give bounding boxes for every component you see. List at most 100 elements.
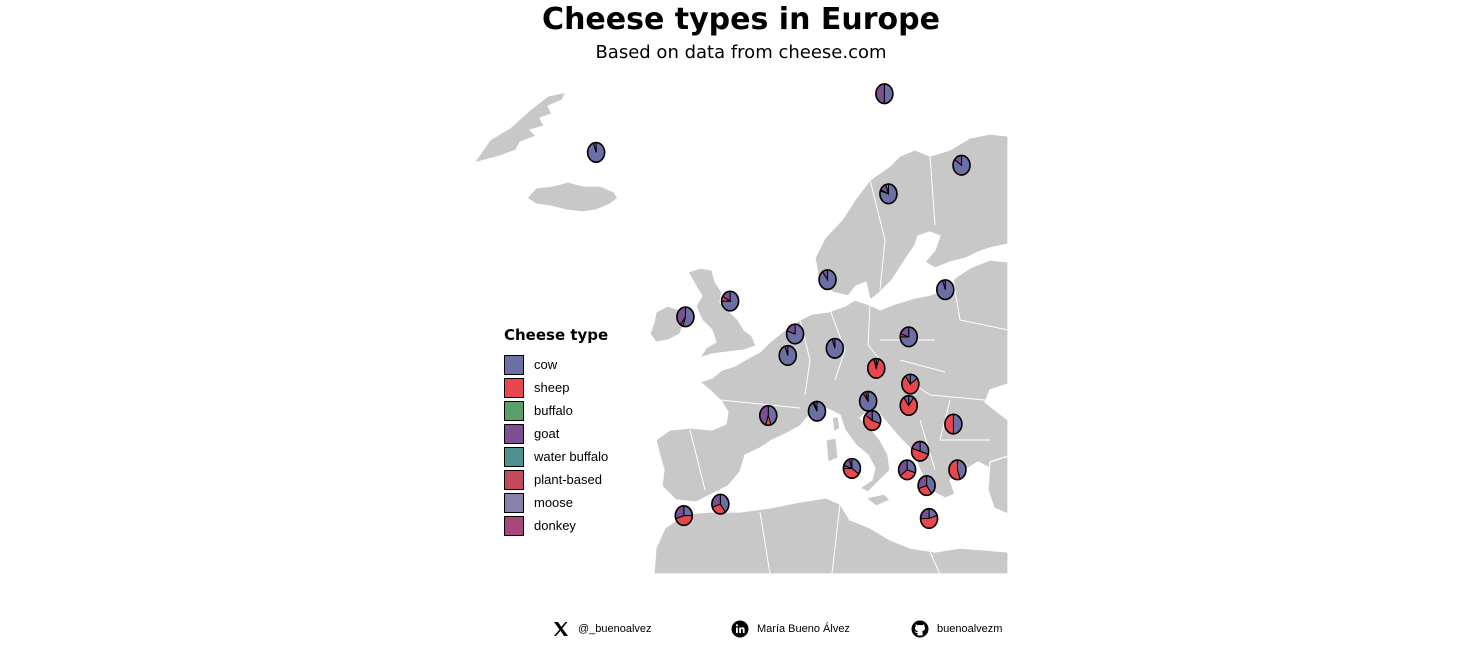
pie-netherlands <box>785 323 805 345</box>
legend-swatch <box>504 423 524 444</box>
pie-outline <box>711 493 730 515</box>
legend-swatch <box>504 446 524 467</box>
legend-label: cow <box>534 357 558 372</box>
land-corsica <box>831 415 841 433</box>
pie-outline <box>785 323 805 345</box>
pie-outline <box>807 400 827 422</box>
pie-italy <box>842 457 862 479</box>
pie-montenegro <box>897 459 917 481</box>
land-greenland <box>473 91 567 164</box>
legend-swatch <box>504 377 524 398</box>
pie-united-kingdom <box>720 290 740 312</box>
pie-czechia <box>866 357 886 379</box>
pie-outline <box>825 337 845 359</box>
legend-label: buffalo <box>534 403 573 418</box>
pie-outline <box>676 306 695 328</box>
pie-outline <box>674 505 694 527</box>
pie-outline <box>842 457 862 479</box>
pie-outline <box>862 409 882 432</box>
pie-outline <box>948 459 967 481</box>
legend-item-buffalo: buffalo <box>504 399 608 422</box>
pie-hungary <box>899 394 919 417</box>
pie-outline <box>901 373 920 395</box>
pie-outline <box>952 154 971 176</box>
github-handle: buenoalvezm <box>937 623 1003 635</box>
pie-outline <box>875 83 894 105</box>
legend: Cheese type cow sheep buffalo goat water buf… <box>504 326 608 537</box>
pie-north-macedonia <box>917 474 936 497</box>
legend-label: donkey <box>534 518 576 533</box>
pie-outline <box>818 269 837 291</box>
page-subtitle: Based on data from cheese.com <box>595 42 887 63</box>
pie-slovenia <box>862 409 882 432</box>
pie-poland <box>899 326 919 348</box>
legend-item-donkey: donkey <box>504 514 608 537</box>
legend-items: cow sheep buffalo goat water buffalo plant-ba… <box>504 353 608 537</box>
pie-outline <box>917 474 936 497</box>
pie-belgium <box>778 344 798 367</box>
pie-outline <box>758 404 778 427</box>
pie-outline <box>586 141 606 163</box>
footer-github[interactable]: buenoalvezm <box>911 620 1002 638</box>
legend-item-plant-based: plant-based <box>504 468 608 491</box>
pie-slovakia <box>901 373 920 395</box>
pie-sweden <box>879 183 898 205</box>
pie-spain <box>711 493 730 515</box>
github-icon <box>911 620 929 638</box>
legend-swatch <box>504 400 524 421</box>
pie-outline <box>879 183 898 205</box>
legend-swatch <box>504 469 524 490</box>
x-icon <box>552 620 570 638</box>
legend-item-water-buffalo: water buffalo <box>504 445 608 468</box>
page-title: Cheese types in Europe <box>542 2 940 37</box>
pie-outline <box>778 344 798 367</box>
legend-title: Cheese type <box>504 326 609 344</box>
pie-slice-cow <box>883 83 894 105</box>
land-ireland <box>649 305 685 343</box>
land-turkey <box>987 455 1009 515</box>
pie-iceland <box>586 141 606 163</box>
legend-swatch <box>504 515 524 536</box>
pie-outline <box>919 507 939 530</box>
pie-finland <box>952 154 971 176</box>
pie-romania <box>944 413 963 435</box>
pie-ireland <box>676 306 695 328</box>
legend-label: sheep <box>534 380 570 395</box>
linkedin-icon <box>731 620 749 638</box>
pie-outline <box>899 326 919 348</box>
pie-denmark <box>818 269 837 291</box>
footer-linkedin[interactable]: María Bueno Álvez <box>731 620 850 638</box>
pie-austria <box>858 390 878 412</box>
pie-outline <box>910 440 930 462</box>
pie-lithuania <box>935 279 955 301</box>
legend-label: water buffalo <box>534 449 609 464</box>
pie-outline <box>935 279 955 301</box>
pie-outline <box>720 290 740 312</box>
pie-norway <box>875 83 894 105</box>
legend-swatch <box>504 354 524 375</box>
pie-outline <box>866 357 886 379</box>
legend-item-sheep: sheep <box>504 376 608 399</box>
pie-bulgaria <box>948 459 967 481</box>
pie-outline <box>899 394 919 417</box>
pie-outline <box>944 413 963 435</box>
linkedin-name: María Bueno Álvez <box>757 623 850 635</box>
pie-switzerland <box>807 400 827 422</box>
pie-outline <box>897 459 917 481</box>
pie-layer <box>586 83 971 530</box>
legend-item-cow: cow <box>504 353 608 376</box>
land-iceland <box>526 181 619 213</box>
legend-label: moose <box>534 495 574 510</box>
land-north-africa <box>653 497 1009 575</box>
legend-label: plant-based <box>534 472 602 487</box>
pie-france <box>758 404 778 427</box>
pie-germany <box>825 337 845 359</box>
legend-item-goat: goat <box>504 422 608 445</box>
footer-twitter[interactable]: @_buenoalvez <box>552 620 652 638</box>
pie-portugal <box>674 505 694 527</box>
twitter-handle: @_buenoalvez <box>578 623 652 635</box>
land-sicily <box>865 493 891 507</box>
land-sardinia <box>825 437 839 463</box>
pie-greece <box>919 507 939 530</box>
